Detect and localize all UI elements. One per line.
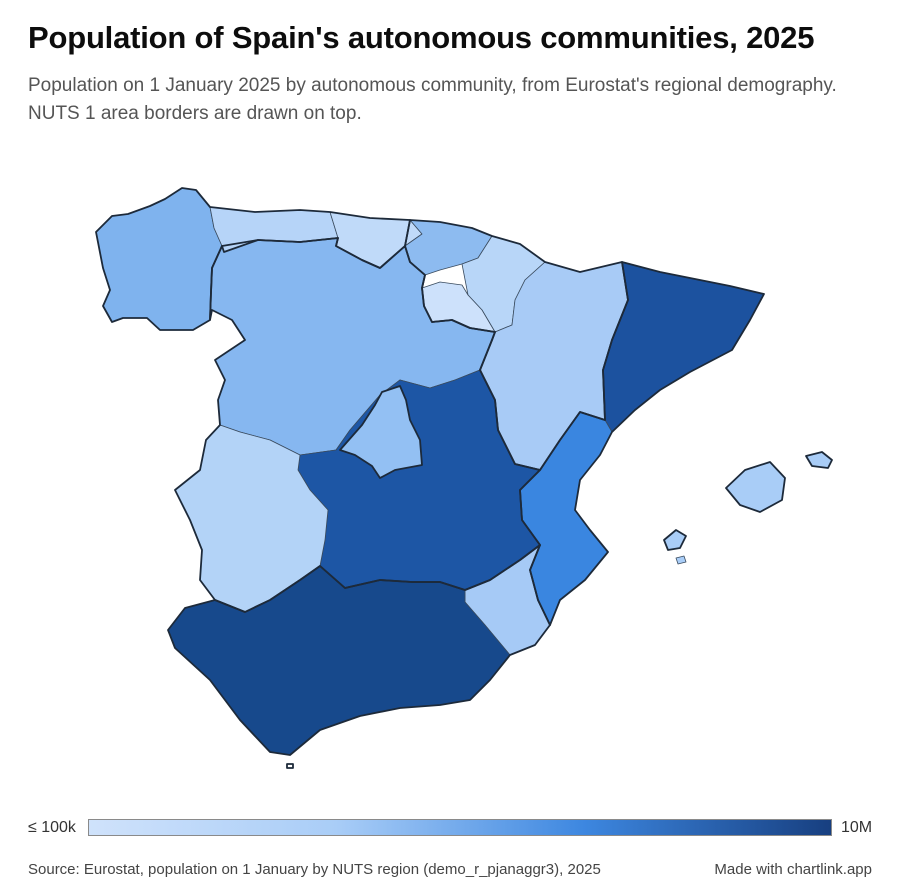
region-baleares-formentera[interactable]: Illes Balears — [675, 555, 687, 565]
nuts1-ceuta-dot — [286, 763, 294, 769]
legend-color-scale — [88, 819, 832, 836]
nuts1-madrid-border — [339, 385, 423, 479]
chart-title: Population of Spain's autonomous communi… — [28, 20, 815, 55]
nuts1-este-border — [519, 261, 765, 626]
legend-max-label: 10M — [841, 819, 873, 836]
nuts1-baleares-ibiza-border — [663, 529, 687, 551]
credit-link[interactable]: Made with chartlink.app — [714, 861, 872, 878]
nuts1-centro-border — [174, 237, 541, 613]
nuts1-baleares-menorca-border — [805, 451, 833, 469]
legend-min-label: ≤ 100k — [28, 819, 76, 836]
region-galicia[interactable]: Galicia — [95, 187, 223, 331]
source-note: Source: Eurostat, population on 1 Januar… — [28, 861, 601, 878]
nuts1-baleares-mallorca-border — [725, 461, 786, 513]
spain-map: Galicia Asturias Cantabria País Vasco Na… — [95, 187, 833, 769]
chart-subtitle: Population on 1 January 2025 by autonomo… — [28, 75, 837, 124]
